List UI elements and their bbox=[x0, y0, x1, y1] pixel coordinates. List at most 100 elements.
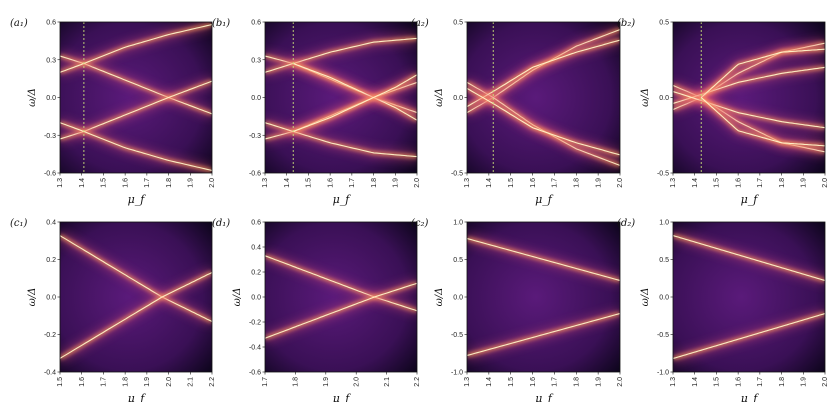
panel-label-c1: (c₁) bbox=[10, 218, 28, 229]
ytick-c1-4: 0.4 bbox=[46, 220, 56, 227]
band-a2-3 bbox=[467, 87, 620, 156]
band-b2-5 bbox=[700, 97, 825, 147]
ytick-b2-0: -0.5 bbox=[657, 171, 669, 178]
band-d1-1 bbox=[265, 282, 417, 339]
xtick-a2-3: 1.6 bbox=[530, 178, 537, 188]
heatmap-background-d1 bbox=[265, 222, 417, 372]
panel-d2: 1.3 1.4 1.5 1.6 1.7 1.8 1.9 2.0 -1.0 -0.5 0.0 0.5 1.… bbox=[617, 218, 829, 402]
panel-label-b1: (b₁) bbox=[212, 18, 230, 29]
xtick-b1-3: 1.6 bbox=[327, 178, 334, 188]
ylabel-c2: ω/Δ bbox=[434, 288, 445, 307]
xtick-d1-4: 2.1 bbox=[384, 377, 391, 387]
ylabel-a2: ω/Δ bbox=[434, 88, 445, 107]
xtick-a1-0: 1.3 bbox=[57, 178, 64, 188]
xtick-b2-5: 1.8 bbox=[779, 178, 786, 188]
ytick-c2-2: 0.0 bbox=[453, 295, 463, 302]
xtick-d2-0: 1.3 bbox=[670, 377, 677, 387]
xlabel-a2: μ_f bbox=[535, 193, 554, 206]
xtick-c1-0: 1.5 bbox=[57, 377, 64, 387]
band-c1-0 bbox=[60, 235, 212, 322]
ytick-c2-0: -1.0 bbox=[451, 370, 463, 377]
panel-d1: 1.7 1.8 1.9 2.0 2.1 2.2 -0.6 -0.4 -0.2 0.0 0.2 0.4 0… bbox=[212, 218, 421, 402]
ylabel-d1: ω/Δ bbox=[232, 288, 243, 307]
band-b2-3 bbox=[673, 90, 825, 129]
ytick-a1-0: -0.6 bbox=[44, 171, 56, 178]
xtick-a2-5: 1.8 bbox=[574, 178, 581, 188]
xtick-c1-1: 1.6 bbox=[79, 377, 86, 387]
ylabel-c1: ω/Δ bbox=[27, 288, 38, 307]
ytick-b1-3: 0.3 bbox=[251, 57, 261, 64]
band-a1-3 bbox=[60, 122, 212, 172]
xtick-c1-6: 2.1 bbox=[188, 377, 195, 387]
xtick-c1-3: 1.8 bbox=[122, 377, 129, 387]
band-c2-0 bbox=[467, 237, 620, 282]
xtick-c1-7: 2.2 bbox=[209, 377, 216, 387]
xtick-b2-6: 1.9 bbox=[801, 178, 808, 188]
ytick-b1-0: -0.6 bbox=[249, 171, 261, 178]
band-b1-5 bbox=[293, 74, 417, 133]
xtick-a1-7: 2.0 bbox=[209, 178, 216, 188]
band-d2-1 bbox=[673, 312, 825, 360]
xtick-a1-5: 1.8 bbox=[166, 178, 173, 188]
ytick-b2-2: 0.5 bbox=[659, 20, 669, 27]
xtick-c2-0: 1.3 bbox=[464, 377, 471, 387]
xtick-a1-3: 1.6 bbox=[122, 178, 129, 188]
xlabel-d1: μ_f bbox=[333, 392, 352, 402]
xtick-a1-2: 1.5 bbox=[101, 178, 108, 188]
xtick-d2-1: 1.4 bbox=[692, 377, 699, 387]
band-b2-4 bbox=[700, 48, 825, 98]
ytick-a1-2: 0.0 bbox=[46, 95, 56, 102]
xtick-a2-2: 1.5 bbox=[508, 178, 515, 188]
ytick-a2-0: -0.5 bbox=[451, 171, 463, 178]
xlabel-d2: μ_f bbox=[741, 392, 760, 402]
ytick-d2-3: 0.5 bbox=[659, 257, 669, 264]
xlabel-a1: μ_f bbox=[128, 193, 147, 206]
xtick-a2-6: 1.9 bbox=[595, 178, 602, 188]
panel-b2: 1.3 1.4 1.5 1.6 1.7 1.8 1.9 2.0 -0.5 0.0 0.5 μ_f ω/Δ… bbox=[617, 18, 829, 206]
ylabel-d2: ω/Δ bbox=[640, 288, 651, 307]
xtick-c2-6: 1.9 bbox=[595, 377, 602, 387]
ytick-c1-1: -0.2 bbox=[44, 332, 56, 339]
ytick-d1-4: 0.2 bbox=[251, 270, 261, 277]
xtick-a1-6: 1.9 bbox=[188, 178, 195, 188]
xtick-d1-5: 2.2 bbox=[414, 377, 421, 387]
xtick-a1-1: 1.4 bbox=[79, 178, 86, 188]
xtick-a1-4: 1.7 bbox=[144, 178, 151, 188]
panel-label-a1: (a₁) bbox=[10, 18, 28, 29]
ytick-d1-2: -0.2 bbox=[249, 320, 261, 327]
panel-label-c2: (c₂) bbox=[411, 218, 429, 229]
ytick-a2-2: 0.5 bbox=[453, 20, 463, 27]
ytick-a1-4: 0.6 bbox=[46, 20, 56, 27]
ytick-d1-1: -0.4 bbox=[249, 345, 261, 352]
band-c1-1 bbox=[60, 272, 212, 359]
band-b1-4 bbox=[293, 62, 417, 121]
xlabel-b2: μ_f bbox=[741, 193, 760, 206]
xtick-c2-5: 1.8 bbox=[574, 377, 581, 387]
xtick-a2-4: 1.7 bbox=[552, 178, 559, 188]
xtick-b1-2: 1.5 bbox=[306, 178, 313, 188]
band-d2-0 bbox=[673, 234, 825, 282]
panel-label-d2: (d₂) bbox=[617, 218, 635, 229]
panel-c1: 1.5 1.6 1.7 1.8 1.9 2.0 2.1 2.2 -0.4 -0.2 0.0 0.2 0.… bbox=[10, 218, 216, 402]
xtick-b2-7: 2.0 bbox=[822, 178, 829, 188]
xtick-d2-5: 1.8 bbox=[779, 377, 786, 387]
ytick-a1-1: -0.3 bbox=[44, 133, 56, 140]
xtick-b1-6: 1.9 bbox=[393, 178, 400, 188]
xtick-d2-2: 1.5 bbox=[714, 377, 721, 387]
xtick-c2-1: 1.4 bbox=[486, 377, 493, 387]
xtick-d1-0: 1.7 bbox=[262, 377, 269, 387]
xtick-b1-0: 1.3 bbox=[262, 178, 269, 188]
band-d1-0 bbox=[265, 255, 417, 312]
xtick-c2-4: 1.7 bbox=[552, 377, 559, 387]
ytick-d1-6: 0.6 bbox=[251, 220, 261, 227]
ytick-a1-3: 0.3 bbox=[46, 57, 56, 64]
xlabel-b1: μ_f bbox=[333, 193, 352, 206]
xtick-b2-1: 1.4 bbox=[692, 178, 699, 188]
ytick-c2-4: 1.0 bbox=[453, 220, 463, 227]
panel-c2: 1.3 1.4 1.5 1.6 1.7 1.8 1.9 2.0 -1.0 -0.5 0.0 0.5 1.… bbox=[411, 218, 624, 402]
xtick-d2-6: 1.9 bbox=[801, 377, 808, 387]
xtick-d1-3: 2.0 bbox=[353, 377, 360, 387]
ylabel-a1: ω/Δ bbox=[27, 88, 38, 107]
xtick-a2-7: 2.0 bbox=[617, 178, 624, 188]
